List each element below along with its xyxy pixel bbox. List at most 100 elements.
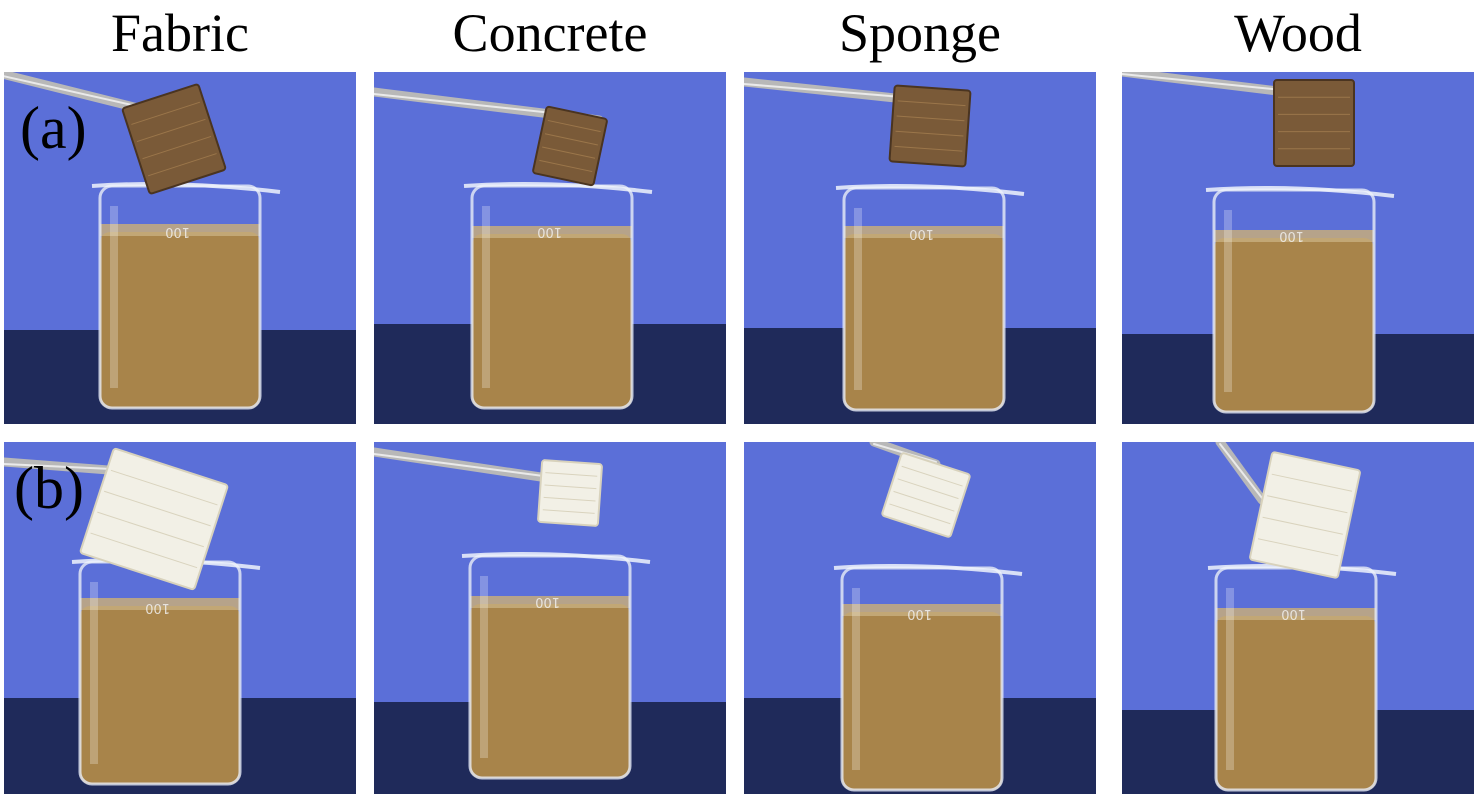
- liquid: [842, 612, 1002, 790]
- sample-sponge: [888, 84, 972, 168]
- sample-texture: [542, 509, 595, 514]
- sample-texture: [545, 472, 598, 477]
- beaker-rim: [835, 184, 1025, 196]
- photo-scene: 100: [4, 442, 356, 794]
- liquid: [80, 606, 240, 784]
- liquid-surface: [100, 224, 260, 236]
- photo-scene: 100: [4, 72, 356, 424]
- photo-sponge-a: 100: [744, 72, 1096, 424]
- photo-wood-a: 100: [1122, 72, 1474, 424]
- tweezers-highlight: [1122, 73, 1303, 93]
- sample-fabric: [79, 447, 229, 591]
- sample-texture: [895, 130, 964, 137]
- sample-texture: [1267, 495, 1348, 514]
- photo-sponge-b: 100: [744, 442, 1096, 794]
- sample-texture: [539, 159, 593, 173]
- sample-texture: [110, 469, 218, 506]
- beaker-rim: [1205, 186, 1395, 198]
- sample-body: [121, 83, 227, 195]
- sample-texture: [131, 101, 201, 125]
- liquid-surface: [1216, 608, 1376, 620]
- beaker-volume-mark: 100: [907, 606, 932, 621]
- liquid-surface: [470, 596, 630, 608]
- row-label-a: (a): [20, 95, 87, 161]
- tweezers-highlight: [1219, 443, 1263, 499]
- beaker-highlight: [1226, 588, 1234, 770]
- beaker-volume-mark: 100: [909, 226, 934, 241]
- photo-scene: 100: [744, 442, 1096, 794]
- liquid: [100, 232, 260, 408]
- sample-body: [79, 447, 229, 591]
- sample-wood: [1249, 451, 1361, 579]
- sample-body: [888, 84, 972, 168]
- sample-concrete: [537, 459, 603, 527]
- sample-texture: [544, 133, 598, 146]
- sample-texture: [103, 490, 211, 527]
- sample-body: [1249, 451, 1361, 579]
- beaker-rim: [833, 564, 1023, 576]
- beaker-volume-mark: 100: [145, 600, 170, 615]
- beaker-volume-mark: 100: [535, 594, 560, 609]
- beaker-volume-mark: 100: [1281, 606, 1306, 621]
- sample-texture: [1257, 538, 1339, 557]
- beaker-highlight: [482, 206, 490, 388]
- sample-body: [532, 105, 608, 187]
- sample-texture: [893, 490, 955, 512]
- sample-texture: [901, 465, 963, 487]
- liquid-surface: [1214, 230, 1374, 242]
- sample-sponge: [881, 452, 971, 538]
- liquid-surface: [80, 598, 240, 610]
- column-title-sponge: Sponge: [839, 3, 1001, 63]
- liquid: [470, 604, 630, 778]
- photo-scene: 100: [374, 72, 726, 424]
- column-title-concrete: Concrete: [452, 3, 648, 63]
- photo-fabric-b: 100: [4, 442, 356, 794]
- beaker-volume-mark: 100: [165, 224, 190, 239]
- row-label-b: (b): [14, 455, 84, 521]
- liquid: [472, 234, 632, 408]
- beaker-rim: [461, 552, 651, 564]
- sample-texture: [97, 511, 205, 548]
- beaker-highlight: [480, 576, 488, 758]
- photo-scene: 100: [374, 442, 726, 794]
- sample-texture: [136, 118, 206, 143]
- sample-body: [1273, 79, 1355, 167]
- sample-texture: [889, 503, 951, 525]
- sample-texture: [896, 115, 965, 122]
- beaker-highlight: [90, 582, 98, 764]
- sample-body: [881, 452, 971, 538]
- sample-fabric: [121, 83, 227, 195]
- sample-texture: [543, 496, 596, 502]
- liquid: [1216, 616, 1376, 790]
- liquid: [844, 234, 1004, 410]
- sample-wood: [1273, 79, 1355, 167]
- beaker-highlight: [110, 206, 118, 388]
- sample-body: [537, 459, 603, 527]
- sample-texture: [142, 135, 212, 160]
- sample-texture: [1271, 473, 1353, 492]
- beaker-highlight: [854, 208, 862, 390]
- sample-texture: [547, 119, 601, 133]
- beaker-highlight: [852, 588, 860, 770]
- sample-texture: [542, 146, 596, 159]
- liquid-surface: [842, 604, 1002, 616]
- liquid-surface: [844, 226, 1004, 238]
- sample-texture: [894, 145, 963, 152]
- photo-scene: 100: [1122, 72, 1474, 424]
- liquid: [1214, 238, 1374, 412]
- sample-texture: [1262, 516, 1343, 535]
- photo-concrete-a: 100: [374, 72, 726, 424]
- sample-concrete: [532, 105, 608, 187]
- photo-wood-b: 100: [1122, 442, 1474, 794]
- photo-fabric-a: 100: [4, 72, 356, 424]
- sample-texture: [90, 532, 198, 569]
- column-title-wood: Wood: [1234, 3, 1362, 63]
- sample-texture: [897, 478, 959, 500]
- photo-concrete-b: 100: [374, 442, 726, 794]
- beaker-rim: [91, 182, 281, 194]
- sample-texture: [544, 484, 597, 490]
- beaker-volume-mark: 100: [537, 224, 562, 239]
- column-title-fabric: Fabric: [111, 3, 249, 63]
- photo-scene: 100: [744, 72, 1096, 424]
- beaker-highlight: [1224, 210, 1232, 392]
